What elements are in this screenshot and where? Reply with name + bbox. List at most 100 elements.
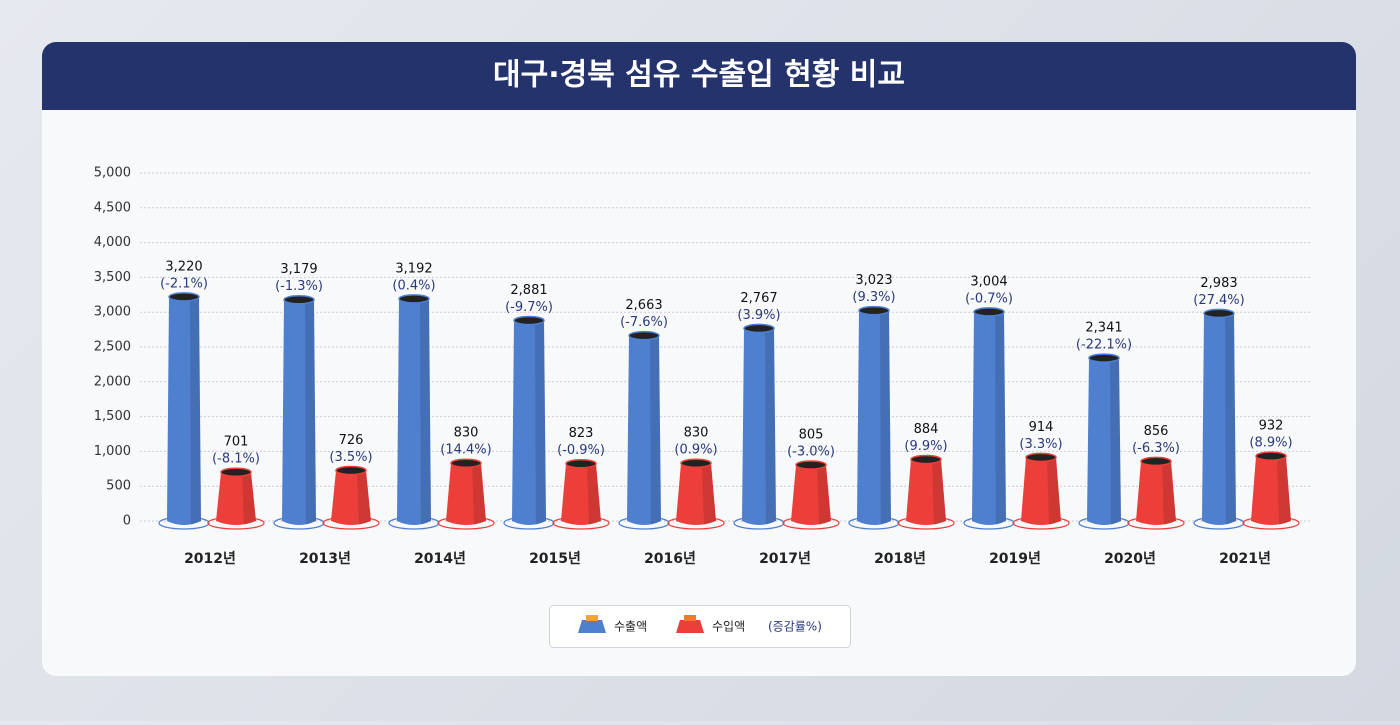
import-bar: [1012, 452, 1070, 530]
x-tick-label: 2020년: [1104, 551, 1156, 567]
bar-shade: [765, 328, 776, 525]
bar-body: [857, 310, 891, 525]
change-label: (-0.9%): [557, 443, 605, 458]
bar-body: [1202, 313, 1236, 525]
change-label: (-2.1%): [160, 276, 208, 291]
change-label: (8.9%): [1249, 436, 1292, 451]
bar-shade: [587, 463, 601, 525]
bar-shade: [1110, 358, 1121, 525]
bar-body: [676, 463, 716, 525]
value-label: 701: [224, 435, 249, 450]
header: [42, 42, 1356, 110]
value-label: 3,179: [280, 262, 317, 277]
bar-shade: [880, 310, 891, 525]
bar-body: [972, 311, 1006, 525]
x-tick-label: 2021년: [1219, 551, 1271, 567]
value-label: 2,767: [740, 291, 777, 306]
bar-top: [1203, 308, 1235, 319]
change-label: (3.5%): [329, 450, 372, 465]
bar-top: [628, 330, 660, 341]
y-tick-label: 5,000: [94, 166, 131, 181]
value-label: 3,023: [855, 273, 892, 288]
bar-top: [220, 467, 252, 477]
y-tick-label: 3,500: [94, 270, 131, 285]
bar-body: [906, 459, 946, 525]
bar-shade: [190, 296, 201, 525]
bar-body: [791, 464, 831, 525]
bar-body: [167, 296, 201, 525]
bar-top: [398, 294, 430, 304]
import-bar: [322, 465, 380, 530]
value-label: 2,881: [510, 283, 547, 298]
bar-top: [910, 454, 942, 465]
value-label: 914: [1029, 420, 1054, 435]
chart-title: 대구·경북 섬유 수출입 현황 비교: [493, 58, 905, 93]
change-label: (9.3%): [852, 290, 895, 305]
bar-body: [1136, 461, 1176, 525]
bar-shade: [817, 464, 831, 525]
bar-shade: [305, 299, 316, 525]
x-tick-label: 2017년: [759, 551, 811, 567]
bar-body: [331, 470, 371, 525]
value-label: 3,192: [395, 261, 432, 276]
export-bar: [273, 294, 325, 530]
bar-body: [627, 335, 661, 525]
x-tick-label: 2018년: [874, 551, 926, 567]
x-tick-label: 2015년: [529, 551, 581, 567]
bar-top: [168, 292, 200, 302]
bar-body: [742, 328, 776, 525]
bar-top: [1025, 452, 1057, 463]
legend-label: 수출액: [614, 620, 647, 634]
bar-body: [397, 298, 431, 525]
legend-swatch: [676, 620, 704, 633]
bar-shade: [357, 470, 371, 525]
bar-body: [216, 472, 256, 525]
y-tick-label: 3,000: [94, 305, 131, 320]
x-tick-label: 2013년: [299, 551, 351, 567]
change-label: (27.4%): [1193, 293, 1244, 308]
import-bar: [667, 458, 725, 530]
x-tick-label: 2014년: [414, 551, 466, 567]
bar-shade: [535, 320, 546, 525]
x-tick-label: 2016년: [644, 551, 696, 567]
value-label: 932: [1259, 419, 1284, 434]
import-bar: [552, 458, 610, 530]
bar-shade: [1225, 313, 1236, 525]
legend-label: 수입액: [712, 620, 745, 634]
bar-top: [450, 458, 482, 468]
bar-top: [680, 458, 712, 468]
legend-swatch-top: [684, 615, 696, 621]
bar-top: [335, 465, 367, 476]
y-tick-label: 2,500: [94, 340, 131, 355]
value-label: 856: [1144, 424, 1169, 439]
change-label: (-6.3%): [1132, 441, 1180, 456]
value-label: 3,004: [970, 274, 1007, 289]
export-bar: [1078, 353, 1130, 530]
bar-shade: [1277, 456, 1291, 525]
export-bar: [848, 305, 900, 530]
bar-top: [1255, 451, 1287, 461]
y-tick-label: 4,000: [94, 235, 131, 250]
bar-body: [1087, 358, 1121, 525]
change-label: (3.9%): [737, 308, 780, 323]
change-label: (-22.1%): [1076, 338, 1132, 353]
bar-shade: [242, 472, 256, 525]
legend-note: (증감률%): [768, 620, 822, 634]
bar-shade: [1047, 457, 1061, 525]
export-bar: [1193, 308, 1245, 530]
bar-body: [512, 320, 546, 525]
export-bar: [158, 292, 210, 530]
import-bar: [1127, 456, 1185, 530]
change-label: (-9.7%): [505, 300, 553, 315]
bar-top: [795, 460, 827, 470]
bar-top: [1088, 353, 1120, 363]
import-bar: [897, 454, 955, 530]
y-tick-label: 500: [106, 479, 131, 494]
value-label: 726: [339, 433, 364, 448]
export-bar: [963, 307, 1015, 530]
bar-shade: [932, 459, 946, 525]
value-label: 830: [684, 426, 709, 441]
y-tick-label: 1,000: [94, 444, 131, 459]
x-tick-label: 2012년: [184, 551, 236, 567]
value-label: 884: [914, 422, 939, 437]
